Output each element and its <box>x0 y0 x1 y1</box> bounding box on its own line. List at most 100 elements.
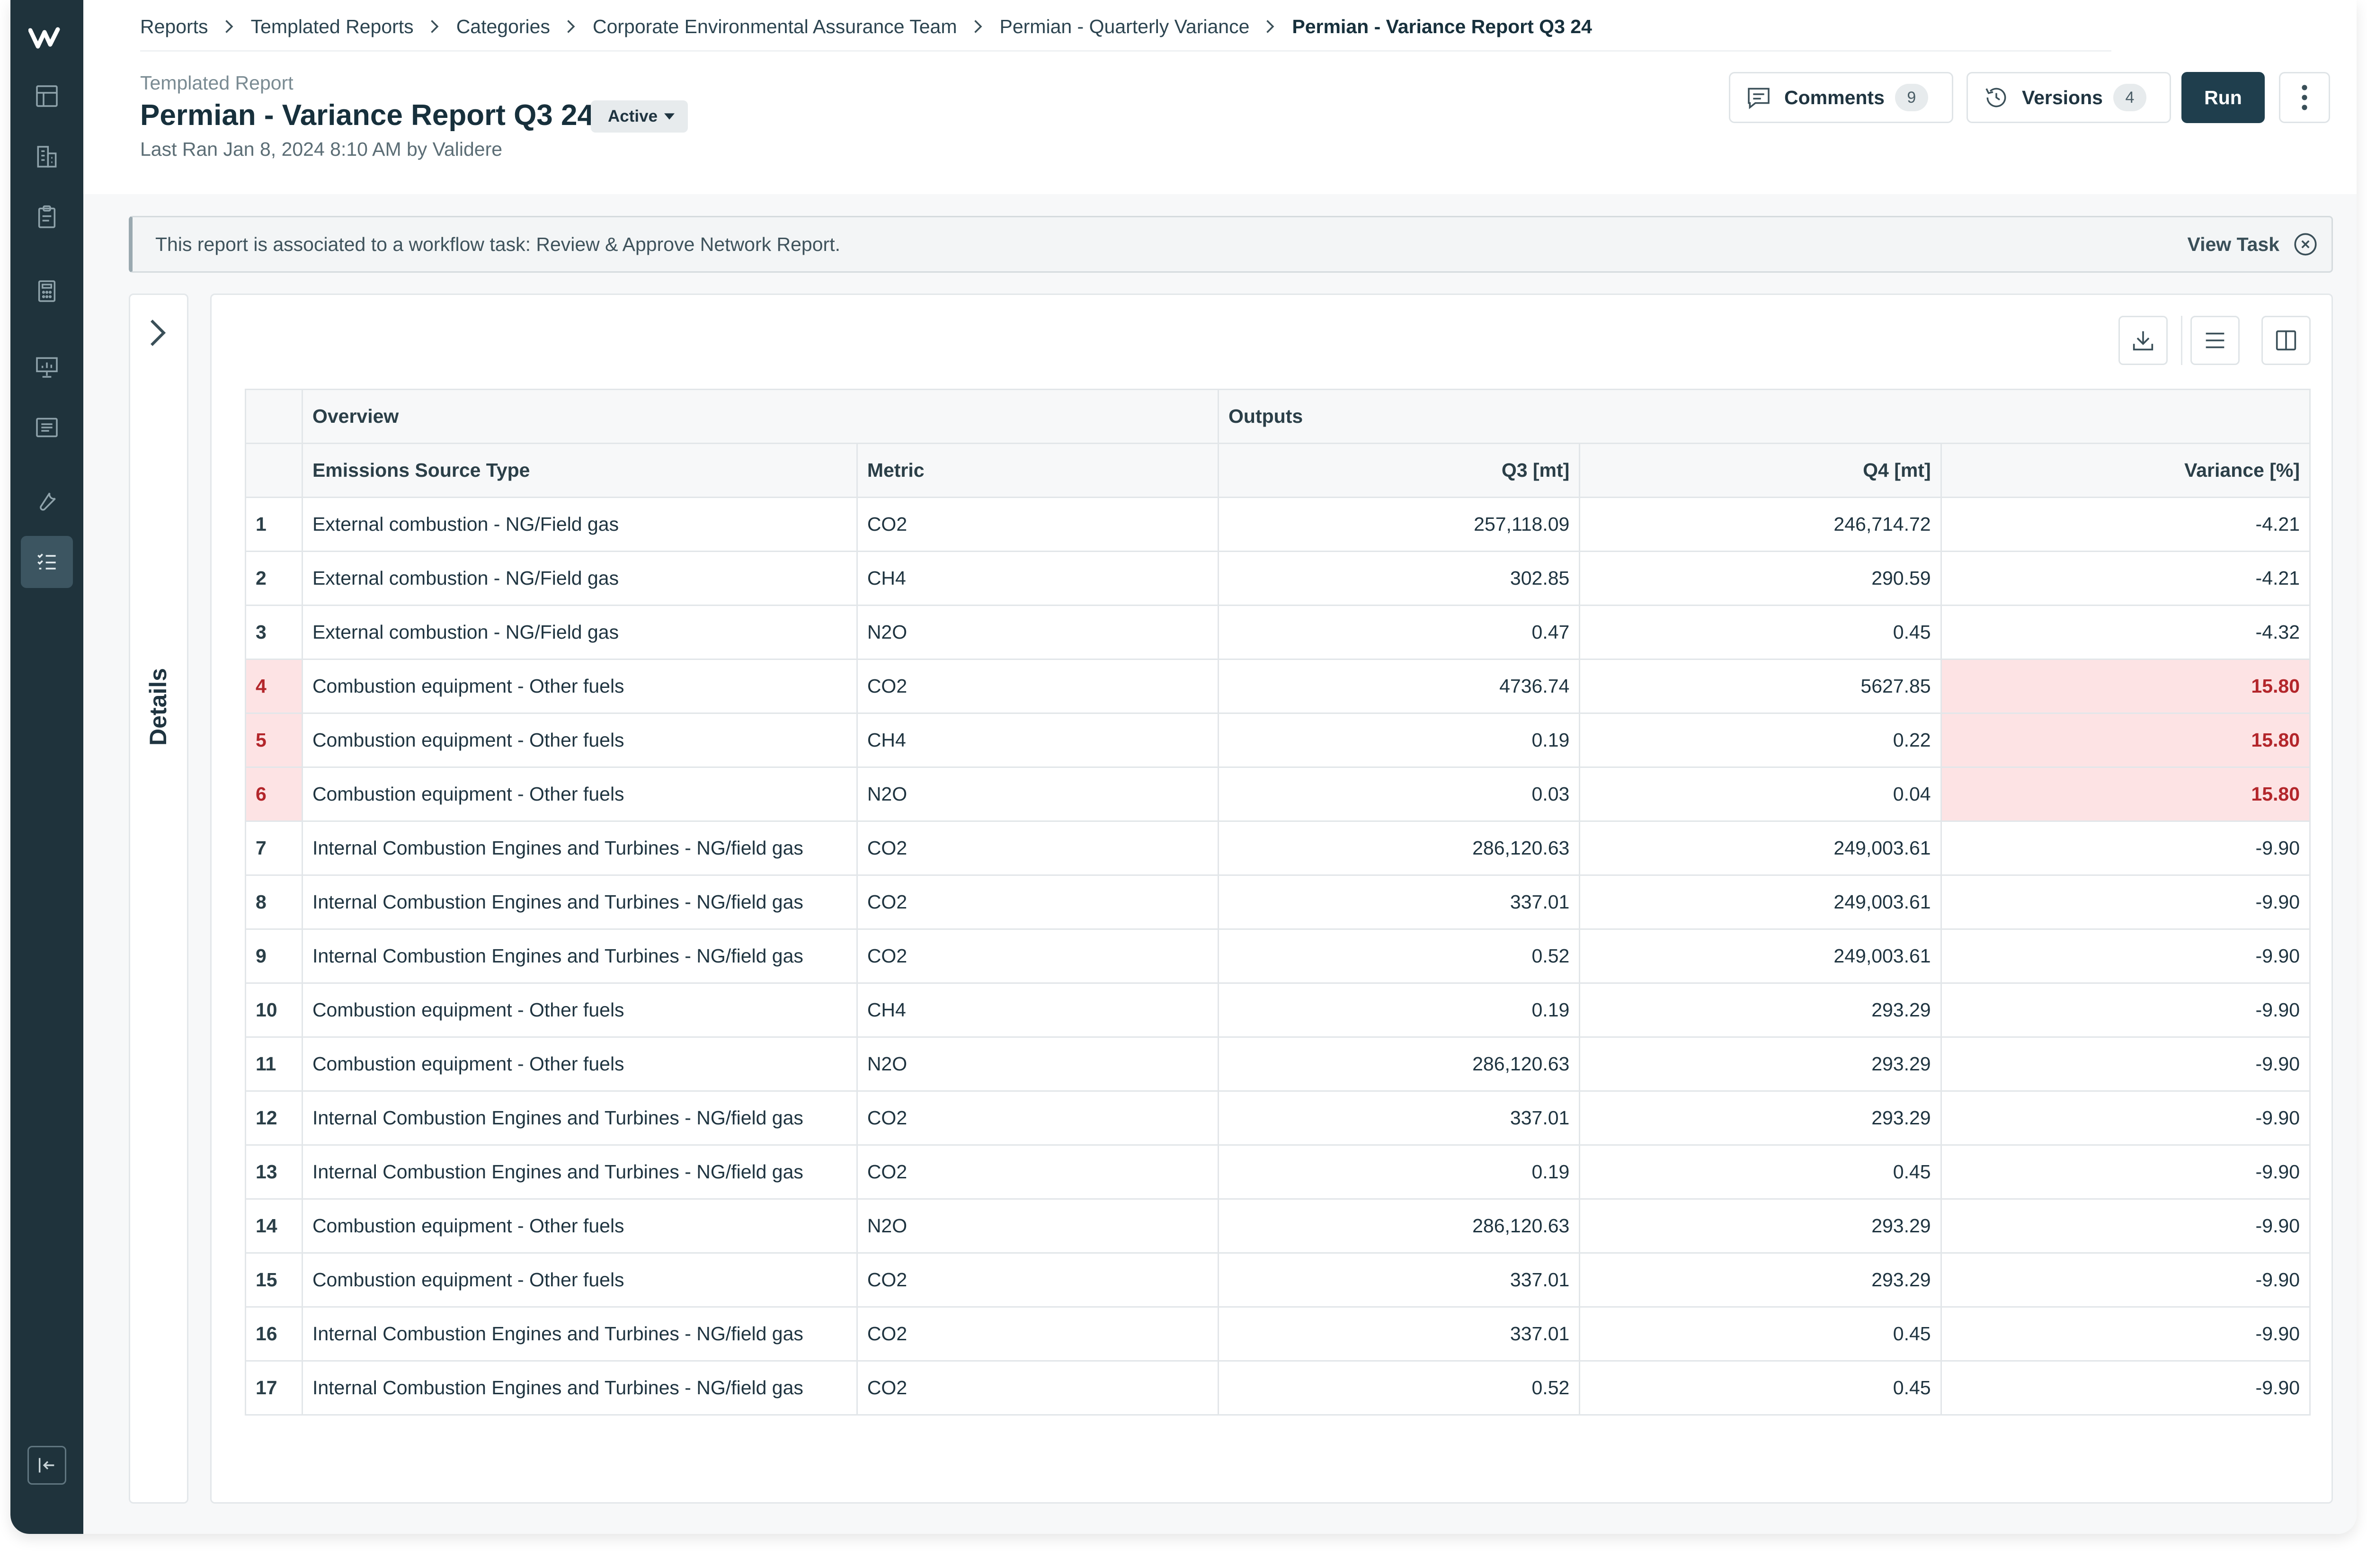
row-index-cell: 13 <box>245 1144 303 1200</box>
comments-count-badge: 9 <box>1895 84 1928 111</box>
table-row[interactable]: 17 Internal Combustion Engines and Turbin… <box>245 1360 2311 1416</box>
variance-cell: -4.32 <box>1940 605 2311 660</box>
q4-value-cell: 0.22 <box>1579 713 1942 768</box>
table-row[interactable]: 5 Combustion equipment - Other fuels CH4 0.… <box>245 713 2311 768</box>
table-row[interactable]: 14 Combustion equipment - Other fuels N2O 2… <box>245 1198 2311 1254</box>
view-task-link[interactable]: View Task <box>2187 233 2280 255</box>
metric-cell: CO2 <box>856 1252 1219 1308</box>
variance-cell: 15.80 <box>1940 713 2311 768</box>
table-body: 1 External combustion - NG/Field gas CO2 25… <box>245 497 2311 1416</box>
clipboard-icon <box>38 205 56 228</box>
table-row[interactable]: 6 Combustion equipment - Other fuels N2O 0.… <box>245 766 2311 822</box>
table-row[interactable]: 11 Combustion equipment - Other fuels N2O 2… <box>245 1036 2311 1092</box>
emissions-source-cell: Combustion equipment - Other fuels <box>301 982 858 1038</box>
sidebar-item-logs[interactable] <box>21 401 73 454</box>
table-row[interactable]: 4 Combustion equipment - Other fuels CO2 47… <box>245 659 2311 714</box>
q3-value-cell: 0.52 <box>1218 928 1581 984</box>
sidebar-item-dashboard[interactable] <box>21 70 73 122</box>
breadcrumb-templated-reports[interactable]: Templated Reports <box>250 15 414 37</box>
table-row[interactable]: 12 Internal Combustion Engines and Turbin… <box>245 1090 2311 1146</box>
divider <box>140 50 2111 52</box>
table-row[interactable]: 3 External combustion - NG/Field gas N2O 0.… <box>245 605 2311 660</box>
q4-value-cell: 0.04 <box>1579 766 1942 822</box>
row-density-button[interactable] <box>2190 316 2240 365</box>
comments-button[interactable]: Comments 9 <box>1729 72 1953 123</box>
expand-details-button[interactable] <box>147 319 168 349</box>
q3-value-cell: 302.85 <box>1218 551 1581 606</box>
column-header-q3[interactable]: Q3 [mt] <box>1218 443 1581 498</box>
sidebar-item-facilities[interactable] <box>21 131 73 183</box>
q3-value-cell: 337.01 <box>1218 874 1581 930</box>
versions-count-badge: 4 <box>2113 84 2146 111</box>
sidebar-item-calculations[interactable] <box>21 265 73 317</box>
q4-value-cell: 5627.85 <box>1579 659 1942 714</box>
column-header-source[interactable]: Emissions Source Type <box>301 443 858 498</box>
table-row[interactable]: 2 External combustion - NG/Field gas CH4 30… <box>245 551 2311 606</box>
table-row[interactable]: 7 Internal Combustion Engines and Turbine… <box>245 820 2311 876</box>
validere-logo-icon[interactable] <box>28 24 65 52</box>
more-options-button[interactable] <box>2279 72 2330 123</box>
table-index-header <box>245 443 303 498</box>
table-row[interactable]: 16 Internal Combustion Engines and Turbin… <box>245 1306 2311 1362</box>
q3-value-cell: 337.01 <box>1218 1252 1581 1308</box>
column-header-q4[interactable]: Q4 [mt] <box>1579 443 1942 498</box>
q4-value-cell: 246,714.72 <box>1579 497 1942 552</box>
chevron-right-icon <box>565 19 578 34</box>
row-index-cell: 17 <box>245 1360 303 1416</box>
status-dropdown[interactable]: Active <box>591 100 688 133</box>
variance-cell: -9.90 <box>1940 1360 2311 1416</box>
table-row[interactable]: 13 Internal Combustion Engines and Turbin… <box>245 1144 2311 1200</box>
variance-cell: -9.90 <box>1940 874 2311 930</box>
breadcrumb-template[interactable]: Permian - Quarterly Variance <box>999 15 1250 37</box>
details-panel: Details <box>129 294 188 1504</box>
chevron-right-icon <box>429 19 441 34</box>
collapse-sidebar-button[interactable] <box>27 1446 66 1485</box>
metric-cell: N2O <box>856 766 1219 822</box>
group-header-outputs: Outputs <box>1218 389 2311 444</box>
sidebar-item-tools[interactable] <box>21 475 73 527</box>
q4-value-cell: 249,003.61 <box>1579 874 1942 930</box>
sidebar-item-analytics[interactable] <box>21 341 73 393</box>
sidebar-item-reports[interactable] <box>21 536 73 588</box>
variance-cell: -9.90 <box>1940 1252 2311 1308</box>
breadcrumb-categories[interactable]: Categories <box>456 15 550 37</box>
variance-cell: -9.90 <box>1940 1198 2311 1254</box>
emissions-source-cell: Combustion equipment - Other fuels <box>301 1198 858 1254</box>
emissions-source-cell: External combustion - NG/Field gas <box>301 497 858 552</box>
history-icon <box>1985 88 2006 107</box>
metric-cell: CO2 <box>856 1144 1219 1200</box>
column-header-metric[interactable]: Metric <box>856 443 1219 498</box>
variance-cell: 15.80 <box>1940 659 2311 714</box>
versions-button[interactable]: Versions 4 <box>1967 72 2171 123</box>
table-row[interactable]: 15 Combustion equipment - Other fuels CO2 3… <box>245 1252 2311 1308</box>
q3-value-cell: 0.52 <box>1218 1360 1581 1416</box>
breadcrumb-category-team[interactable]: Corporate Environmental Assurance Team <box>592 15 957 37</box>
table-row[interactable]: 9 Internal Combustion Engines and Turbine… <box>245 928 2311 984</box>
close-banner-button[interactable] <box>2292 231 2319 258</box>
q4-value-cell: 293.29 <box>1579 1036 1942 1092</box>
q4-value-cell: 0.45 <box>1579 1306 1942 1362</box>
emissions-source-cell: Internal Combustion Engines and Turbines… <box>301 820 858 876</box>
status-label: Active <box>608 107 658 125</box>
variance-cell: -9.90 <box>1940 982 2311 1038</box>
details-label[interactable]: Details <box>145 668 171 746</box>
table-row[interactable]: 8 Internal Combustion Engines and Turbine… <box>245 874 2311 930</box>
q4-value-cell: 0.45 <box>1579 1360 1942 1416</box>
sidebar <box>10 0 83 1534</box>
calculator-icon <box>38 280 56 302</box>
breadcrumb-reports[interactable]: Reports <box>140 15 208 37</box>
sidebar-item-records[interactable] <box>21 191 73 243</box>
columns-icon <box>2276 330 2296 351</box>
download-button[interactable] <box>2118 316 2168 365</box>
q4-value-cell: 0.45 <box>1579 605 1942 660</box>
table-row[interactable]: 1 External combustion - NG/Field gas CO2 25… <box>245 497 2311 552</box>
run-button[interactable]: Run <box>2181 72 2265 123</box>
q3-value-cell: 286,120.63 <box>1218 1036 1581 1092</box>
column-header-variance[interactable]: Variance [%] <box>1940 443 2311 498</box>
emissions-source-cell: Internal Combustion Engines and Turbines… <box>301 928 858 984</box>
emissions-source-cell: Combustion equipment - Other fuels <box>301 659 858 714</box>
row-index-cell: 9 <box>245 928 303 984</box>
table-row[interactable]: 10 Combustion equipment - Other fuels CH4 0… <box>245 982 2311 1038</box>
variance-cell: -9.90 <box>1940 820 2311 876</box>
columns-button[interactable] <box>2261 316 2311 365</box>
